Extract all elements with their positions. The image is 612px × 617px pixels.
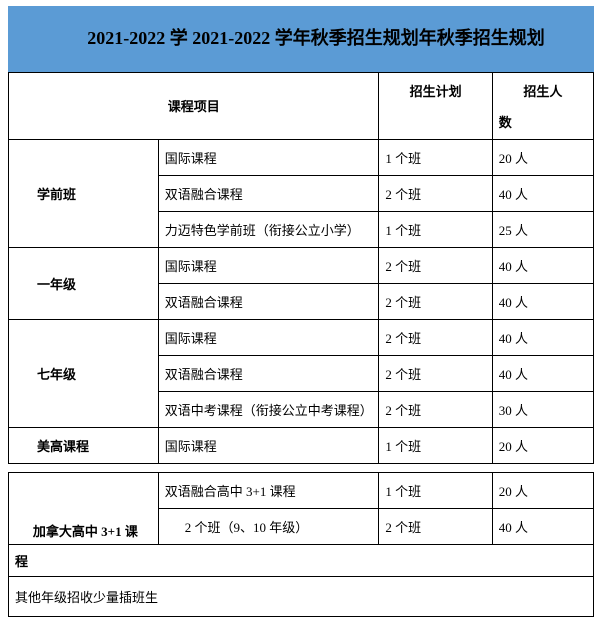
grade-cell: 七年级	[9, 319, 159, 427]
course-cell: 国际课程	[158, 139, 379, 175]
count-cell: 30 人	[492, 391, 593, 427]
count-cell: 40 人	[492, 175, 593, 211]
header-program: 课程项目	[9, 72, 379, 139]
count-cell: 40 人	[492, 508, 593, 544]
grade-canada-line2: 程	[15, 554, 28, 569]
count-cell: 20 人	[492, 427, 593, 463]
header-count-line1: 招生人	[499, 81, 587, 100]
note-cell: 其他年级招收少量插班生	[9, 576, 594, 616]
table-row: 程	[9, 544, 594, 576]
course-cell: 双语中考课程（衔接公立中考课程）	[158, 391, 379, 427]
header-count: 招生人 数	[492, 72, 593, 139]
course-cell: 双语融合高中 3+1 课程	[158, 472, 379, 508]
course-cell: 国际课程	[158, 427, 379, 463]
table-row: 学前班国际课程1 个班20 人	[9, 139, 594, 175]
grade-canada-line2-cell: 程	[9, 544, 594, 576]
grade-cell-canada: 加拿大高中 3+1 课	[9, 472, 159, 544]
page-title: 2021-2022 学 2021-2022 学年秋季招生规划年秋季招生规划	[8, 6, 594, 72]
course-cell: 国际课程	[158, 319, 379, 355]
header-count-line2: 数	[499, 112, 587, 131]
plan-cell: 2 个班	[379, 175, 492, 211]
table-header-row: 课程项目 招生计划 招生人 数	[9, 72, 594, 139]
plan-cell: 2 个班	[379, 391, 492, 427]
table-row: 一年级国际课程2 个班40 人	[9, 247, 594, 283]
plan-cell: 2 个班	[379, 247, 492, 283]
course-cell: 双语融合课程	[158, 283, 379, 319]
course-cell: 2 个班（9、10 年级）	[158, 508, 379, 544]
course-cell: 力迈特色学前班（衔接公立小学）	[158, 211, 379, 247]
table-gap	[8, 464, 594, 472]
page: 2021-2022 学 2021-2022 学年秋季招生规划年秋季招生规划 课程…	[0, 0, 612, 617]
plan-cell: 2 个班	[379, 283, 492, 319]
table-row: 美高课程国际课程1 个班20 人	[9, 427, 594, 463]
grade-cell: 美高课程	[9, 427, 159, 463]
count-cell: 20 人	[492, 139, 593, 175]
count-cell: 40 人	[492, 355, 593, 391]
note-row: 其他年级招收少量插班生	[9, 576, 594, 616]
plan-cell: 1 个班	[379, 139, 492, 175]
plan-cell: 1 个班	[379, 427, 492, 463]
course-cell: 双语融合课程	[158, 355, 379, 391]
plan-cell: 1 个班	[379, 211, 492, 247]
table-row: 加拿大高中 3+1 课 双语融合高中 3+1 课程 1 个班 20 人	[9, 472, 594, 508]
count-cell: 40 人	[492, 247, 593, 283]
count-cell: 40 人	[492, 319, 593, 355]
enrollment-table-2: 加拿大高中 3+1 课 双语融合高中 3+1 课程 1 个班 20 人 2 个班…	[8, 472, 594, 617]
count-cell: 25 人	[492, 211, 593, 247]
plan-cell: 1 个班	[379, 472, 492, 508]
table-row: 七年级国际课程2 个班40 人	[9, 319, 594, 355]
grade-canada-line1: 加拿大高中 3+1 课	[19, 521, 152, 540]
enrollment-table-1: 课程项目 招生计划 招生人 数 学前班国际课程1 个班20 人双语融合课程2 个…	[8, 72, 594, 464]
plan-cell: 2 个班	[379, 508, 492, 544]
grade-cell: 学前班	[9, 139, 159, 247]
count-cell: 40 人	[492, 283, 593, 319]
count-cell: 20 人	[492, 472, 593, 508]
plan-cell: 2 个班	[379, 319, 492, 355]
grade-cell: 一年级	[9, 247, 159, 319]
course-cell: 国际课程	[158, 247, 379, 283]
plan-cell: 2 个班	[379, 355, 492, 391]
header-plan: 招生计划	[379, 72, 492, 139]
course-cell: 双语融合课程	[158, 175, 379, 211]
